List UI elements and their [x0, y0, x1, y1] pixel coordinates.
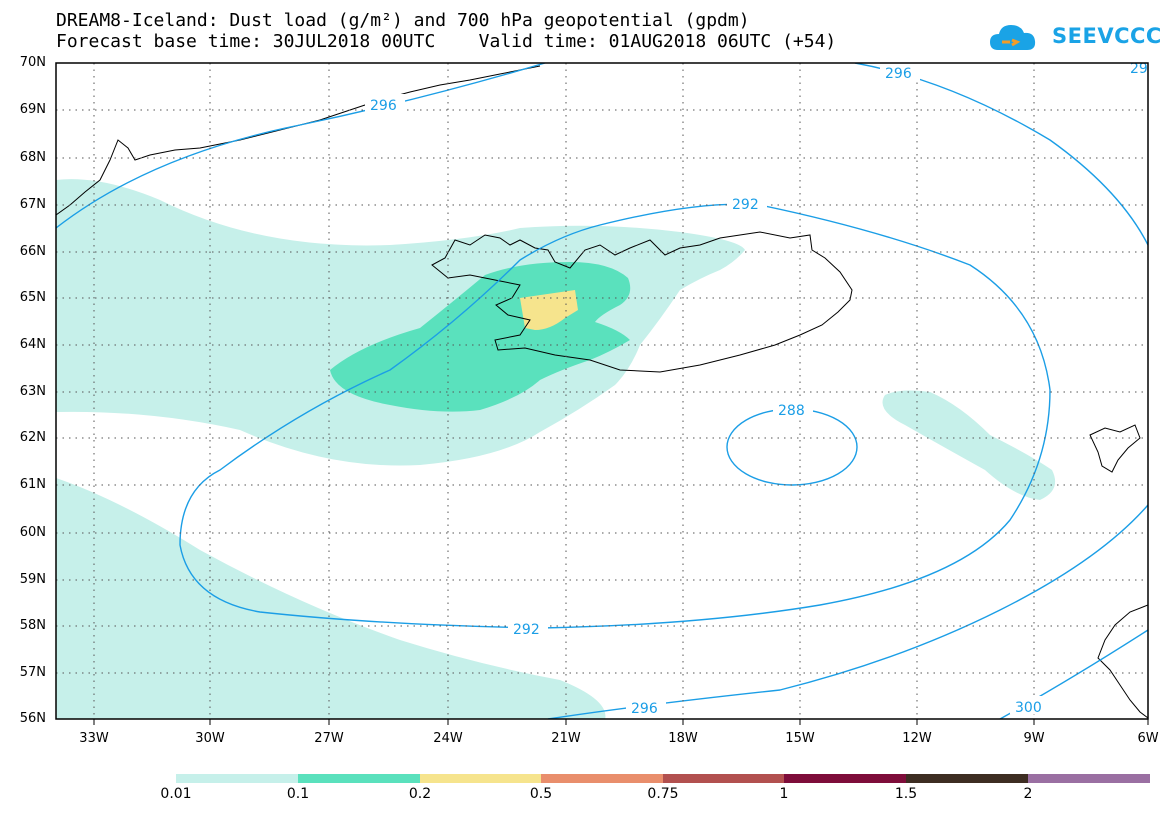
- lat-label: 62N: [19, 430, 46, 445]
- dust-shading-high: [520, 290, 578, 330]
- colorbar-swatch: [298, 774, 420, 783]
- contour-label: 296: [370, 98, 397, 114]
- colorbar-label: 1: [779, 786, 789, 802]
- lon-label: 27W: [314, 731, 344, 746]
- plot-frame: [55, 62, 1149, 720]
- colorbar-label: 2: [1023, 786, 1033, 802]
- contour-label: 296: [631, 701, 658, 717]
- lon-label: 9W: [1023, 731, 1045, 746]
- contour-label: 292: [513, 622, 540, 638]
- lon-label: 18W: [668, 731, 698, 746]
- colorbar-label: 0.1: [286, 786, 310, 802]
- map-title: DREAM8-Iceland: Dust load (g/m²) and 700…: [56, 10, 750, 31]
- colorbar-swatch: [784, 774, 906, 783]
- dust-shading-low: [56, 179, 1056, 719]
- lat-label: 57N: [19, 665, 46, 680]
- contour-label: 296: [1130, 61, 1157, 77]
- colorbar-swatch: [906, 774, 1028, 783]
- map-subtitle-times: Forecast base time: 30JUL2018 00UTC Vali…: [56, 31, 837, 52]
- lat-label: 64N: [19, 337, 46, 352]
- contour-label: 300: [1015, 700, 1042, 716]
- colorbar-label: 0.75: [647, 786, 679, 802]
- seevccc-logo: [990, 25, 1036, 50]
- lat-label: 61N: [19, 477, 46, 492]
- colorbar-swatch: [176, 774, 298, 783]
- lat-label: 70N: [19, 55, 46, 70]
- lon-label: 21W: [551, 731, 581, 746]
- colorbar-label: 0.2: [408, 786, 432, 802]
- axis-ticks: [93, 719, 1149, 725]
- lon-label: 15W: [785, 731, 815, 746]
- colorbar-swatch: [663, 774, 784, 783]
- colorbar-swatch: [1028, 774, 1150, 783]
- faroe-coastline: [1089, 424, 1141, 473]
- iceland-coastline: [431, 231, 853, 373]
- lat-label: 66N: [19, 244, 46, 259]
- logo-text: SEEVCCC: [1052, 24, 1162, 48]
- lat-label: 56N: [19, 711, 46, 726]
- lat-label: 59N: [19, 572, 46, 587]
- contour-label: 296: [885, 66, 912, 82]
- colorbar-swatch: [420, 774, 541, 783]
- lon-label: 6W: [1137, 731, 1159, 746]
- greenland-coastline: [56, 65, 541, 216]
- lat-label: 65N: [19, 290, 46, 305]
- colorbar-label: 0.5: [529, 786, 553, 802]
- lat-label: 58N: [19, 618, 46, 633]
- colorbar-label: 1.5: [894, 786, 918, 802]
- lat-label: 69N: [19, 102, 46, 117]
- colorbar: [176, 774, 1150, 783]
- lat-label: 68N: [19, 150, 46, 165]
- lon-label: 24W: [433, 731, 463, 746]
- lat-label: 67N: [19, 197, 46, 212]
- lon-label: 30W: [195, 731, 225, 746]
- lat-label: 63N: [19, 384, 46, 399]
- lon-label: 33W: [79, 731, 109, 746]
- contour-label: 288: [778, 403, 805, 419]
- colorbar-swatch: [541, 774, 663, 783]
- lat-label: 60N: [19, 525, 46, 540]
- lon-label: 12W: [902, 731, 932, 746]
- scotland-coastline: [1097, 604, 1148, 719]
- contour-label: 292: [732, 197, 759, 213]
- grid-lines: [56, 63, 1148, 719]
- colorbar-label: 0.01: [160, 786, 192, 802]
